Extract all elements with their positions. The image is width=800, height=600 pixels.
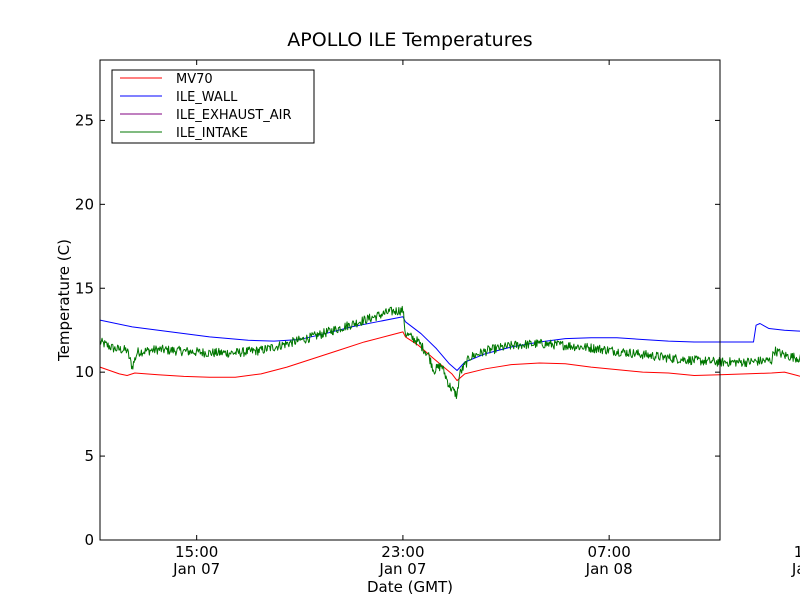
x-axis-label: Date (GMT) [367, 578, 453, 596]
x-tick-label-date: Jan 07 [172, 560, 220, 578]
legend-label: ILE_WALL [176, 90, 238, 105]
legend-box [111, 69, 315, 144]
y-tick-label: 5 [84, 447, 94, 465]
series-line-ile-intake [99, 305, 800, 400]
x-tick-label-time: 23:00 [381, 543, 424, 561]
legend-label: ILE_INTAKE [176, 126, 248, 141]
y-axis: 0 5 10 15 20 25 [75, 111, 720, 549]
legend: MV70 ILE_WALL ILE_EXHAUST_AIR ILE_INTAKE [111, 69, 315, 144]
y-tick-label: 0 [84, 531, 94, 549]
y-tick-label: 25 [75, 111, 94, 129]
x-tick-label-date: Jan 07 [378, 560, 426, 578]
series-layer [99, 305, 800, 400]
x-tick-label-date: Jan 08 [585, 560, 633, 578]
legend-label: ILE_EXHAUST_AIR [176, 108, 292, 123]
y-tick-label: 10 [75, 363, 94, 381]
x-tick-label-time: 07:00 [588, 543, 631, 561]
series-line-mv70 [99, 331, 800, 382]
y-tick-label: 20 [75, 195, 94, 213]
x-tick-label-date: Jan 08 [791, 560, 800, 578]
y-tick-label: 15 [75, 279, 94, 297]
y-axis-label: Temperature (C) [55, 239, 73, 362]
plot-frame [99, 59, 721, 541]
legend-items: MV70 ILE_WALL ILE_EXHAUST_AIR ILE_INTAKE [120, 72, 292, 141]
chart-title: APOLLO ILE Temperatures [287, 29, 532, 51]
legend-label: MV70 [176, 72, 213, 87]
x-tick-label-time: 15:00 [794, 543, 800, 561]
x-tick-label-time: 15:00 [175, 543, 218, 561]
